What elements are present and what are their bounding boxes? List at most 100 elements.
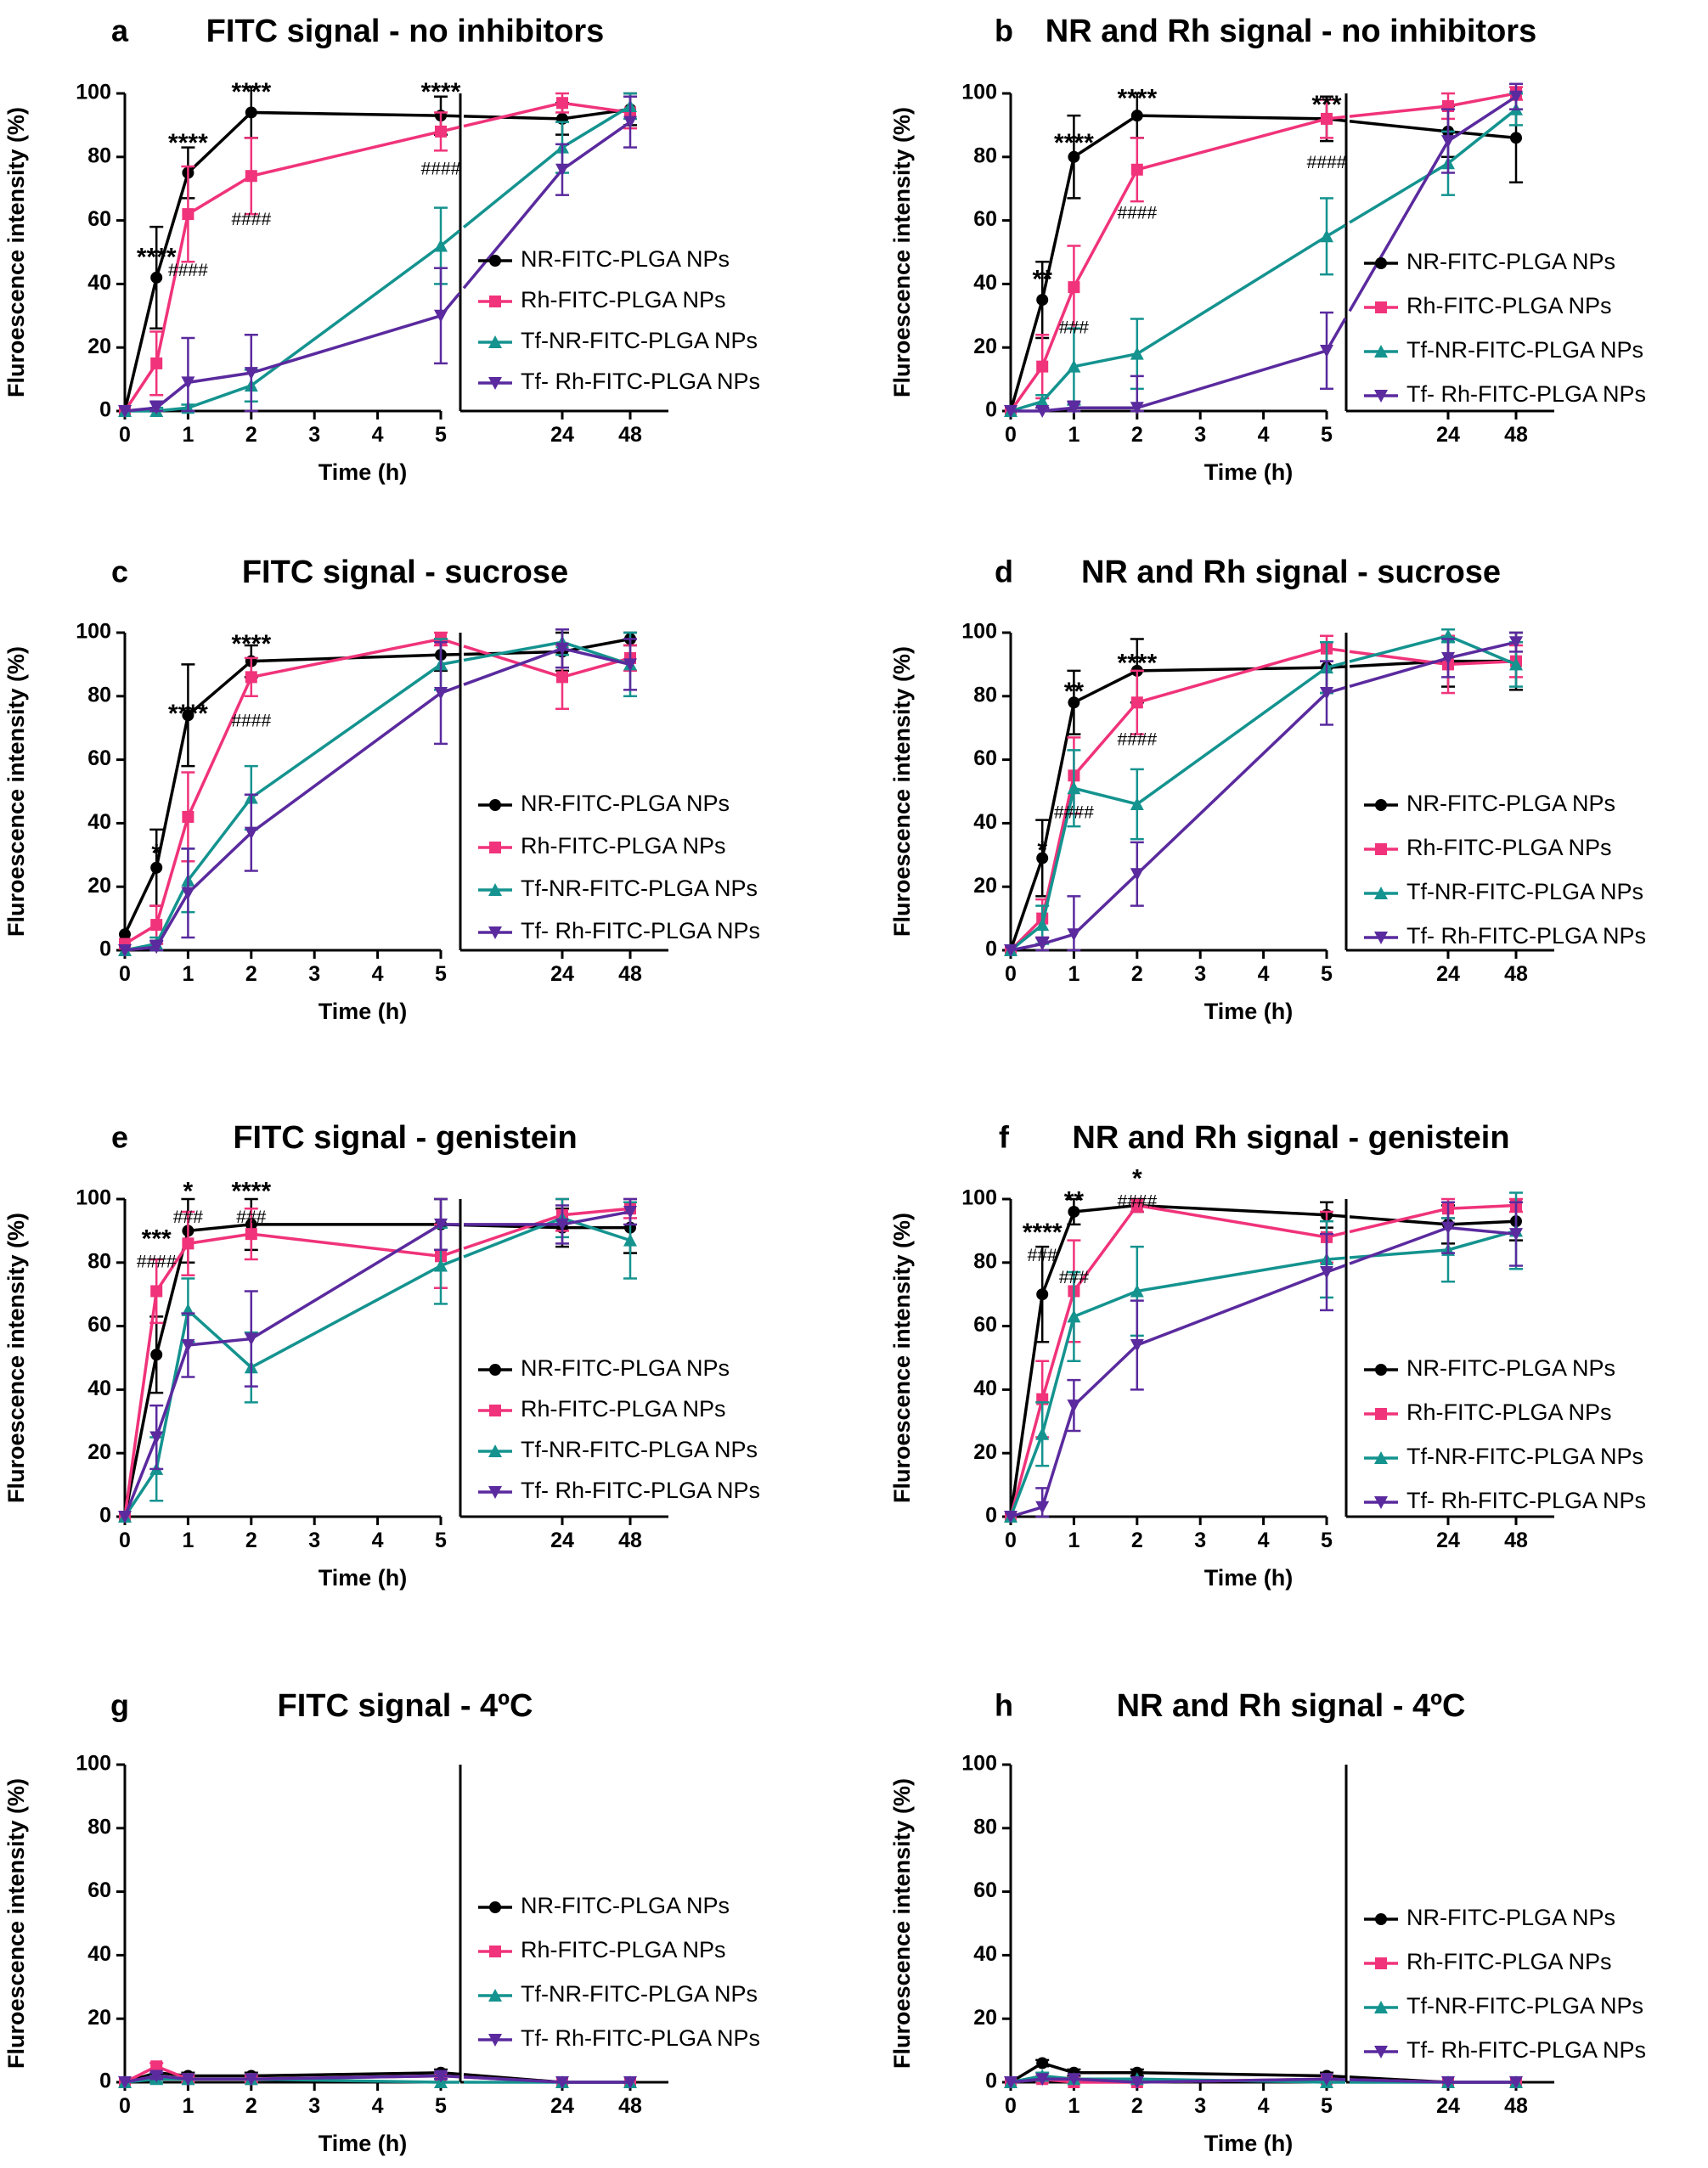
data-point bbox=[555, 642, 569, 656]
data-point bbox=[1035, 1501, 1050, 1514]
legend-label: NR-FITC-PLGA NPs bbox=[521, 1355, 730, 1381]
x-tick-label: 0 bbox=[119, 1529, 131, 1552]
data-point bbox=[181, 1339, 195, 1353]
x-tick-label: 48 bbox=[1504, 1529, 1528, 1552]
x-tick-label: 4 bbox=[1258, 2094, 1270, 2118]
x-tick-label: 2 bbox=[245, 423, 257, 447]
legend-label: Rh-FITC-PLGA NPs bbox=[1406, 835, 1612, 860]
x-tick-label: 3 bbox=[1194, 2094, 1206, 2118]
x-tick-label: 1 bbox=[1068, 423, 1079, 447]
legend-label: Tf-NR-FITC-PLGA NPs bbox=[1406, 337, 1643, 363]
x-tick-label: 0 bbox=[1005, 423, 1017, 447]
x-tick-label: 2 bbox=[1131, 1529, 1143, 1552]
y-tick-label: 20 bbox=[973, 1440, 997, 1464]
data-point bbox=[1067, 781, 1081, 795]
chart-title: NR and Rh signal - no inhibitors bbox=[1046, 14, 1536, 49]
panel-letter: a bbox=[111, 14, 129, 48]
data-point bbox=[1130, 868, 1144, 881]
y-tick-label: 80 bbox=[973, 1249, 997, 1273]
chart-panel-c: c FITC signal - sucrose020406080100Fluroe… bbox=[3, 555, 760, 1024]
series-triangle-down bbox=[118, 628, 637, 957]
series-line bbox=[1009, 647, 1328, 952]
panel-letter: d bbox=[995, 555, 1013, 589]
legend-marker bbox=[488, 1444, 502, 1457]
series-line-late bbox=[462, 104, 631, 228]
y-axis-label: Fluroescence intensity (%) bbox=[889, 646, 915, 937]
y-axis-label: Fluroescence intensity (%) bbox=[3, 646, 29, 937]
data-point bbox=[1130, 2076, 1144, 2089]
x-tick-label: 1 bbox=[1068, 1529, 1079, 1552]
series-triangle-down bbox=[118, 2069, 637, 2089]
data-point bbox=[1320, 687, 1333, 701]
data-point bbox=[434, 239, 448, 252]
x-tick-label: 24 bbox=[550, 423, 574, 447]
legend-marker bbox=[489, 799, 501, 811]
data-point bbox=[1004, 1511, 1017, 1523]
x-tick-label: 1 bbox=[1068, 2094, 1079, 2118]
legend-marker bbox=[1374, 2001, 1388, 2013]
significance-label: **** bbox=[168, 700, 208, 728]
x-tick-label: 24 bbox=[550, 2094, 574, 2118]
y-tick-label: 80 bbox=[87, 1249, 111, 1273]
legend-label: NR-FITC-PLGA NPs bbox=[521, 1893, 730, 1918]
significance-label: ### bbox=[173, 1208, 203, 1227]
y-tick-label: 0 bbox=[985, 1504, 997, 1528]
x-tick-label: 2 bbox=[245, 2094, 257, 2118]
legend-marker bbox=[489, 1364, 501, 1376]
y-axis-label: Fluroescence intensity (%) bbox=[889, 1213, 915, 1503]
significance-label: **** bbox=[231, 1177, 271, 1205]
x-tick-label: 2 bbox=[245, 962, 257, 986]
data-point bbox=[150, 1349, 163, 1361]
significance-label: * bbox=[183, 1177, 194, 1205]
chart-panel-b: b NR and Rh signal - no inhibitors0204060… bbox=[889, 14, 1646, 485]
x-tick-label: 3 bbox=[1194, 962, 1206, 986]
x-tick-label: 48 bbox=[618, 962, 642, 986]
legend-label: NR-FITC-PLGA NPs bbox=[521, 246, 730, 272]
x-axis-label: Time (h) bbox=[318, 459, 408, 485]
data-point bbox=[149, 941, 164, 954]
significance-label: #### bbox=[421, 159, 461, 178]
significance-label: ** bbox=[1064, 1187, 1085, 1215]
significance-label: ** bbox=[1064, 678, 1085, 706]
legend-marker bbox=[488, 926, 502, 939]
significance-label: * bbox=[1132, 1164, 1142, 1192]
series-line bbox=[1009, 1203, 1328, 1518]
legend-label: NR-FITC-PLGA NPs bbox=[521, 791, 730, 816]
significance-label: * bbox=[1037, 836, 1047, 864]
legend-marker bbox=[488, 1486, 502, 1499]
series-line bbox=[1011, 349, 1328, 413]
data-point bbox=[623, 1205, 637, 1219]
legend-marker bbox=[1375, 1408, 1387, 1420]
panel-letter: b bbox=[995, 14, 1013, 48]
data-point bbox=[1035, 918, 1050, 932]
x-tick-label: 3 bbox=[308, 962, 320, 986]
legend-marker bbox=[1374, 887, 1388, 899]
data-point bbox=[1068, 1205, 1080, 1218]
x-tick-label: 3 bbox=[1194, 1529, 1206, 1552]
x-tick-label: 1 bbox=[182, 962, 194, 986]
x-tick-label: 3 bbox=[308, 2094, 320, 2118]
data-point bbox=[149, 2069, 164, 2083]
data-point bbox=[1035, 1427, 1050, 1440]
significance-label: ### bbox=[1059, 1268, 1089, 1287]
series-line-break-stub bbox=[440, 1257, 460, 1268]
data-point bbox=[623, 658, 637, 672]
chart-title: NR and Rh signal - genistein bbox=[1072, 1120, 1509, 1156]
data-point bbox=[150, 919, 163, 932]
data-point bbox=[244, 826, 258, 840]
x-tick-label: 0 bbox=[119, 423, 131, 447]
legend-label: Rh-FITC-PLGA NPs bbox=[521, 1396, 726, 1422]
data-point bbox=[623, 115, 637, 129]
data-point bbox=[1035, 2073, 1050, 2086]
legend-label: Tf- Rh-FITC-PLGA NPs bbox=[521, 369, 760, 394]
y-tick-label: 80 bbox=[87, 683, 111, 707]
data-point bbox=[1130, 1199, 1143, 1212]
x-tick-label: 24 bbox=[550, 962, 574, 986]
chart-title: FITC signal - 4ºC bbox=[277, 1688, 533, 1724]
data-point bbox=[245, 1228, 257, 1241]
data-point bbox=[555, 1218, 569, 1231]
x-tick-label: 0 bbox=[119, 2094, 131, 2118]
chart-title: NR and Rh signal - sucrose bbox=[1081, 555, 1501, 590]
y-tick-label: 40 bbox=[973, 271, 997, 295]
